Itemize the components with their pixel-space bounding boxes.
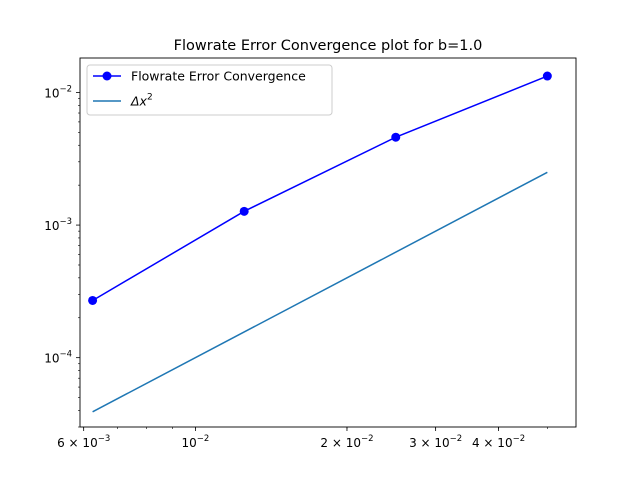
legend-label-2: Δx2 [130, 93, 153, 109]
legend-box [86, 64, 333, 116]
data-point [542, 71, 552, 81]
y-axis-ticks: 10−4 10−3 10−2 [44, 84, 80, 366]
y-tick-label: 10−4 [44, 350, 72, 366]
legend-marker [102, 71, 112, 81]
x-tick-label: 3 × 10−2 [409, 434, 462, 450]
series-layer [88, 71, 552, 413]
legend: Flowrate Error Convergence Δx2 [86, 64, 333, 116]
minor-ticks [78, 98, 548, 429]
legend-label-1: Flowrate Error Convergence [131, 69, 306, 84]
x-tick-label: 2 × 10−2 [320, 434, 373, 450]
chart-title: Flowrate Error Convergence plot for b=1.… [174, 38, 483, 54]
x-tick-label: 4 × 10−2 [472, 434, 525, 450]
y-tick-label: 10−2 [44, 84, 72, 100]
data-point [391, 132, 401, 142]
data-point [88, 295, 98, 305]
series-line-1 [92, 75, 548, 302]
series-line-2 [92, 171, 548, 413]
x-axis-ticks: 6 × 10−3 10−2 2 × 10−2 3 × 10−2 4 × 10−2 [57, 427, 525, 450]
x-tick-label: 6 × 10−3 [57, 434, 110, 450]
data-point [239, 206, 249, 216]
plot-area [79, 57, 577, 428]
y-tick-label: 10−3 [44, 217, 72, 233]
x-tick-label: 10−2 [181, 434, 209, 450]
